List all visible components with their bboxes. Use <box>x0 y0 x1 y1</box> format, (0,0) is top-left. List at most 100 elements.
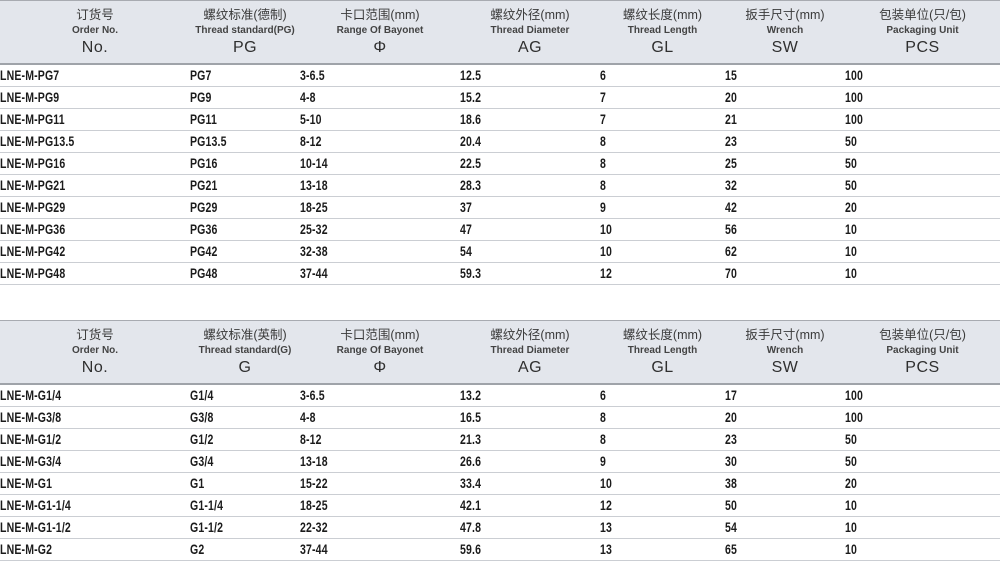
table-cell: 62 <box>725 240 845 263</box>
cell-value: 20 <box>845 475 858 491</box>
table-cell: 15-22 <box>300 472 460 495</box>
table-cell: 10-14 <box>300 152 460 175</box>
table-cell: PG16 <box>190 152 300 175</box>
table-cell: 3-6.5 <box>300 384 460 407</box>
cell-value: 50 <box>725 497 738 513</box>
column-header-ag: 螺纹外径(mm) Thread Diameter AG <box>460 320 600 385</box>
cell-value: 10 <box>845 497 858 513</box>
header-label-cn: 螺纹外径(mm) <box>490 8 570 22</box>
cell-value: 13 <box>600 541 613 557</box>
cell-value: PG42 <box>190 243 218 259</box>
cell-value: 3-6.5 <box>300 67 325 83</box>
cell-value: 22.5 <box>460 155 482 171</box>
table-cell: 22.5 <box>460 152 600 175</box>
cell-value: 6 <box>600 67 607 83</box>
table-cell: 17 <box>725 384 845 407</box>
table-cell: 21.3 <box>460 428 600 451</box>
table-cell: 100 <box>845 406 1000 429</box>
table-row: LNE-M-PG11 PG11 5-10 18.6 7 21 100 <box>0 108 1000 131</box>
table-cell: G3/4 <box>190 450 300 473</box>
header-label-code: Φ <box>373 39 387 56</box>
cell-value: 10 <box>845 221 858 237</box>
cell-value: 32-38 <box>300 243 328 259</box>
table-cell: 50 <box>725 494 845 517</box>
cell-value: 4-8 <box>300 89 316 105</box>
header-label-en: Order No. <box>71 345 119 356</box>
header-label-en: Packaging Unit <box>886 345 959 356</box>
table-cell: LNE-M-PG36 <box>0 218 190 241</box>
table-cell: G1 <box>190 472 300 495</box>
header-label-code: Φ <box>373 359 387 376</box>
table-cell: 10 <box>845 240 1000 263</box>
cell-value: 17 <box>725 387 738 403</box>
cell-value: LNE-M-G3/8 <box>0 409 62 425</box>
cell-value: 4-8 <box>300 409 316 425</box>
table-row: LNE-M-PG13.5 PG13.5 8-12 20.4 8 23 50 <box>0 130 1000 153</box>
table-cell: LNE-M-PG29 <box>0 196 190 219</box>
cell-value: 26.6 <box>460 453 482 469</box>
cell-value: 13-18 <box>300 453 328 469</box>
cell-value: 10 <box>845 243 858 259</box>
table-cell: 12 <box>600 494 725 517</box>
table-cell: 54 <box>725 516 845 539</box>
g-spec-table: 订货号 Order No. No. 螺纹标准(英制) Thread standard(G… <box>0 320 1000 561</box>
table-cell: G2 <box>190 538 300 561</box>
table-cell: 8-12 <box>300 428 460 451</box>
table-cell: PG36 <box>190 218 300 241</box>
cell-value: 10 <box>845 519 858 535</box>
table-row: LNE-M-PG36 PG36 25-32 47 10 56 10 <box>0 218 1000 241</box>
table-row: LNE-M-G1-1/4 G1-1/4 18-25 42.1 12 50 10 <box>0 494 1000 517</box>
cell-value: 100 <box>845 409 864 425</box>
header-label-en: Thread Diameter <box>490 345 570 356</box>
table-cell: PG9 <box>190 86 300 109</box>
cell-value: 12 <box>600 265 613 281</box>
table-row: LNE-M-G1 G1 15-22 33.4 10 38 20 <box>0 472 1000 495</box>
table-cell: LNE-M-G1-1/4 <box>0 494 190 517</box>
table-row: LNE-M-PG7 PG7 3-6.5 12.5 6 15 100 <box>0 64 1000 87</box>
header-label-cn: 订货号 <box>76 8 114 22</box>
cell-value: LNE-M-G1/2 <box>0 431 62 447</box>
header-label-code: SW <box>771 39 799 56</box>
table-cell: 10 <box>845 538 1000 561</box>
cell-value: 65 <box>725 541 738 557</box>
table-cell: LNE-M-G3/8 <box>0 406 190 429</box>
table-cell: G3/8 <box>190 406 300 429</box>
table-cell: 8 <box>600 428 725 451</box>
column-header-no: 订货号 Order No. No. <box>0 320 190 385</box>
cell-value: 42 <box>725 199 738 215</box>
cell-value: 28.3 <box>460 177 482 193</box>
table-cell: G1-1/2 <box>190 516 300 539</box>
table-cell: 21 <box>725 108 845 131</box>
cell-value: G3/4 <box>190 453 214 469</box>
cell-value: 59.3 <box>460 265 482 281</box>
table-cell: 12.5 <box>460 64 600 87</box>
column-header-g: 螺纹标准(英制) Thread standard(G) G <box>190 320 300 385</box>
table-cell: LNE-M-PG48 <box>0 262 190 285</box>
cell-value: LNE-M-G1/4 <box>0 387 62 403</box>
cell-value: G1/4 <box>190 387 214 403</box>
header-label-code: GL <box>651 39 674 56</box>
header-label-code: SW <box>771 359 799 376</box>
cell-value: 18.6 <box>460 111 482 127</box>
table-cell: 13.2 <box>460 384 600 407</box>
table-cell: 26.6 <box>460 450 600 473</box>
cell-value: LNE-M-PG48 <box>0 265 66 281</box>
table-cell: PG21 <box>190 174 300 197</box>
table-cell: 13-18 <box>300 174 460 197</box>
cell-value: 9 <box>600 199 607 215</box>
g-table-header: 订货号 Order No. No. 螺纹标准(英制) Thread standard(G… <box>0 320 1000 385</box>
cell-value: PG48 <box>190 265 218 281</box>
header-label-en: Wrench <box>766 345 804 356</box>
cell-value: 23 <box>725 431 738 447</box>
cell-value: 8 <box>600 155 607 171</box>
table-cell: 8 <box>600 406 725 429</box>
header-label-cn: 卡口范围(mm) <box>340 328 420 342</box>
table-cell: LNE-M-G1 <box>0 472 190 495</box>
cell-value: 8-12 <box>300 431 322 447</box>
cell-value: 8 <box>600 177 607 193</box>
cell-value: 100 <box>845 111 864 127</box>
cell-value: 10 <box>600 221 613 237</box>
table-cell: 50 <box>845 130 1000 153</box>
table-row: LNE-M-G2 G2 37-44 59.6 13 65 10 <box>0 538 1000 561</box>
table-cell: 12 <box>600 262 725 285</box>
